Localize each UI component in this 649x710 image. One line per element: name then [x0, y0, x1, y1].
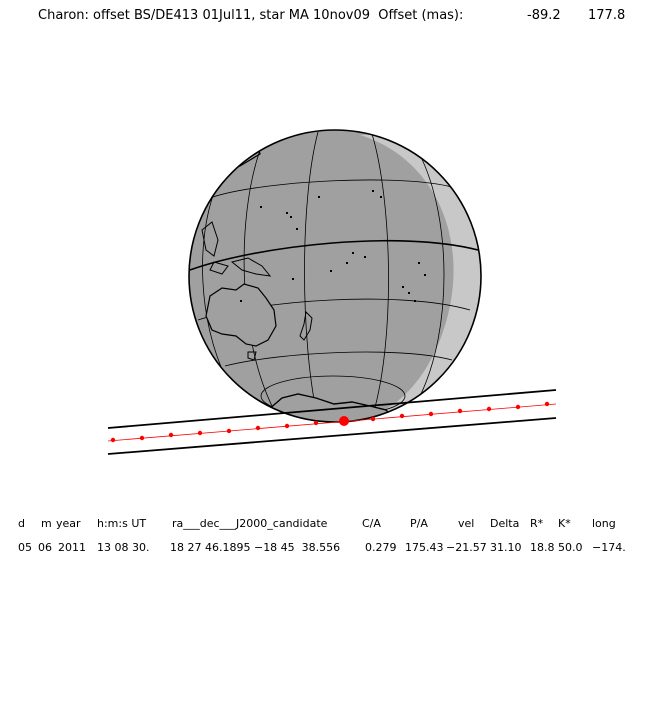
island-outline	[209, 261, 229, 275]
value-month: 06	[38, 541, 52, 554]
track-point	[399, 413, 405, 419]
value-time: 13 08 30.	[97, 541, 150, 554]
value-kmag: 50.0	[558, 541, 583, 554]
meridian-line	[243, 149, 275, 411]
header-vel: vel	[458, 517, 475, 530]
new-zealand-outline	[299, 310, 313, 341]
header-radec: ra___dec___J2000_candidate	[172, 517, 328, 530]
parallel-line	[224, 351, 453, 367]
meridian-line	[371, 133, 389, 419]
track-point	[370, 416, 376, 422]
value-day: 05	[18, 541, 32, 554]
track-point	[457, 408, 463, 414]
shadow-centerline	[107, 403, 557, 442]
table-header-row: d m year h:m:s UT ra___dec___J2000_candi…	[0, 517, 649, 686]
earth-globe	[188, 129, 482, 423]
value-pa: 175.43	[405, 541, 444, 554]
track-point	[255, 425, 261, 431]
header-long: long	[592, 517, 616, 530]
header-pa: P/A	[410, 517, 428, 530]
island-outline	[201, 221, 219, 257]
value-long: −174.	[592, 541, 626, 554]
occultation-map	[107, 129, 557, 455]
track-point	[486, 406, 492, 412]
offset-dec: 177.8	[588, 8, 626, 23]
tasmania-outline	[247, 351, 257, 361]
track-point	[110, 437, 116, 443]
value-year: 2011	[58, 541, 86, 554]
header-delta: Delta	[490, 517, 520, 530]
equator-line	[189, 239, 479, 271]
offset-ra: -89.2	[527, 8, 561, 23]
meridian-line	[202, 189, 227, 379]
closest-approach-point	[339, 416, 349, 426]
track-point	[226, 428, 232, 434]
shadow-south-limit	[107, 417, 557, 455]
header-rmag: R*	[530, 517, 544, 530]
header-time: h:m:s UT	[97, 517, 147, 530]
title-text: Charon: offset BS/DE413 01Jul11, star MA…	[38, 8, 464, 23]
table-value-row: 05 06 2011 13 08 30. 18 27 46.1895 −18 4…	[0, 541, 649, 710]
pacific-islands	[240, 190, 426, 302]
shadow-north-limit	[107, 389, 557, 429]
header-ca: C/A	[362, 517, 381, 530]
header-year: year	[56, 517, 81, 530]
australia-outline	[205, 283, 277, 347]
track-point	[428, 411, 434, 417]
header-month: m	[41, 517, 52, 530]
track-point	[284, 423, 290, 429]
track-point	[139, 435, 145, 441]
meridian-line	[304, 131, 319, 421]
night-side	[189, 130, 481, 422]
value-delta: 31.10	[490, 541, 522, 554]
header-day: d	[18, 517, 25, 530]
header-kmag: K*	[558, 517, 571, 530]
meridian-line	[419, 154, 445, 397]
plot-title: Charon: offset BS/DE413 01Jul11, star MA…	[0, 8, 649, 68]
value-vel: −21.57	[446, 541, 487, 554]
value-rmag: 18.8	[530, 541, 555, 554]
track-point	[544, 401, 550, 407]
parallel-line	[204, 179, 461, 201]
shadow-path	[107, 389, 557, 455]
track-point	[197, 430, 203, 436]
track-point	[515, 404, 521, 410]
value-radec: 18 27 46.1895 −18 45 38.556	[170, 541, 341, 554]
track-point	[313, 420, 319, 426]
value-ca: 0.279	[365, 541, 397, 554]
track-point	[168, 432, 174, 438]
new-guinea-outline	[230, 257, 272, 277]
